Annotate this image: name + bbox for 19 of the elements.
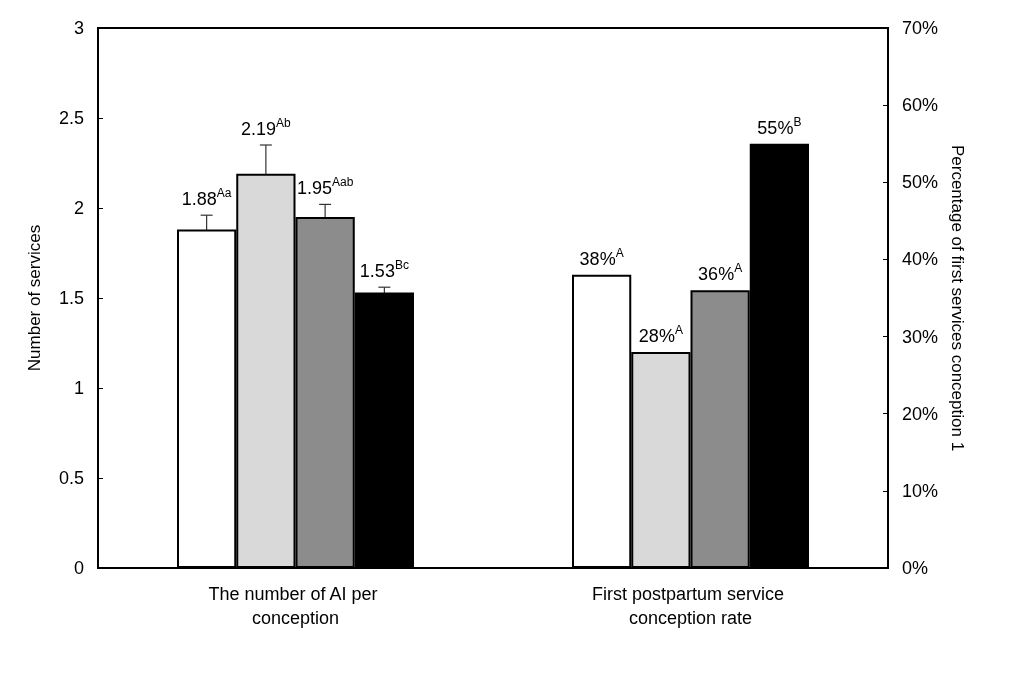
y-tick-label: 0.5 [58, 468, 84, 488]
y2-tick-label: 40% [902, 249, 939, 270]
y2-tick-label: 10% [902, 480, 939, 501]
y-tick-label: 2.5 [58, 108, 84, 128]
y2-axis-title: Percentage of first services conception 1 [947, 144, 967, 452]
y-tick-label: 1 [73, 378, 84, 398]
y2-tick-label: 20% [902, 403, 939, 424]
y2-tick-label: 50% [902, 172, 939, 193]
y-axis-title: Number of services [25, 224, 44, 372]
x-tick-label: First postpartum service conception rate [591, 584, 790, 628]
x-tick-label: The number of AI per conception [208, 584, 383, 628]
y-tick-label: 0 [73, 558, 84, 578]
y-tick-label: 3 [73, 18, 84, 38]
y-tick-label: 1.5 [58, 288, 84, 308]
y2-tick-label: 0% [902, 558, 929, 578]
y2-tick-label: 60% [902, 95, 939, 116]
y2-tick-label: 30% [902, 326, 939, 347]
y2-tick-label: 70% [902, 18, 939, 38]
y-tick-label: 2 [73, 198, 84, 218]
